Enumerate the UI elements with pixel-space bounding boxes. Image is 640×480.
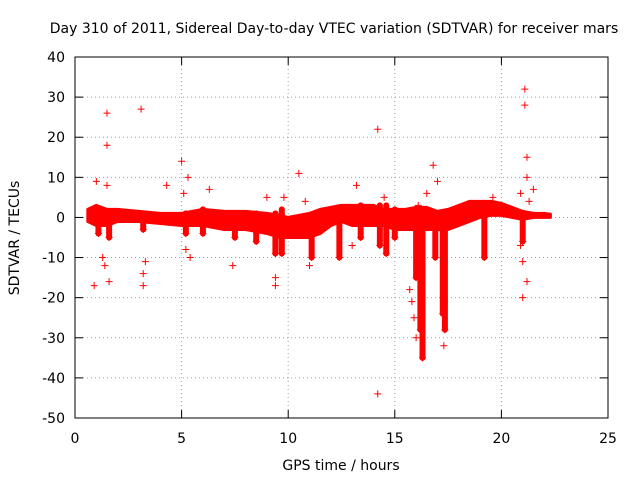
dip-end-point: [308, 254, 316, 262]
plot-frame: [74, 56, 609, 419]
outlier-point: [408, 298, 416, 306]
y-tick-label: -40: [42, 371, 65, 387]
outlier-point: [101, 262, 109, 270]
outlier-point: [92, 177, 100, 185]
x-tick-label: 15: [386, 431, 404, 447]
y-tick-label: -50: [42, 411, 65, 427]
outlier-point: [412, 334, 420, 342]
outlier-point: [423, 189, 431, 197]
chart-title: Day 310 of 2011, Sidereal Day-to-day VTE…: [50, 21, 618, 37]
dip-end-point: [182, 229, 190, 237]
outlier-point: [406, 286, 414, 294]
outlier-point: [521, 101, 529, 109]
outlier-point: [271, 274, 279, 282]
x-tick-label: 10: [279, 431, 297, 447]
dip-end-point: [480, 254, 488, 262]
dip-end-point: [278, 250, 286, 258]
outlier-point: [90, 282, 98, 290]
outlier-point: [295, 169, 303, 177]
outlier-point: [141, 258, 149, 266]
y-tick-label: -20: [42, 291, 65, 307]
outlier-point: [137, 105, 145, 113]
dip-end-point: [419, 354, 427, 362]
outlier-point: [519, 294, 527, 302]
dip-end-point: [139, 225, 147, 233]
dip-end-point: [391, 234, 399, 241]
outlier-point: [182, 246, 190, 254]
y-tick-label: 30: [47, 90, 65, 106]
outlier-point: [103, 109, 111, 117]
dip-end-point: [199, 229, 207, 237]
outlier-point: [519, 258, 527, 266]
outlier-point: [374, 125, 382, 133]
outlier-point: [103, 141, 111, 149]
outlier-point: [433, 177, 441, 185]
dip-end-point: [105, 234, 113, 241]
dip-end-point: [94, 229, 102, 237]
outlier-point: [229, 262, 237, 270]
outlier-point: [139, 270, 147, 278]
x-tick-label: 20: [492, 431, 510, 447]
y-tick-label: -10: [42, 251, 65, 267]
x-tick-label: 0: [71, 431, 80, 447]
outlier-point: [523, 153, 531, 161]
outlier-point: [280, 193, 288, 201]
sdtvar-band: [86, 199, 552, 239]
dip-end-point: [519, 238, 527, 246]
dip-end-point: [441, 326, 449, 334]
outlier-point: [414, 201, 422, 209]
outlier-point: [205, 185, 213, 193]
outlier-point: [529, 185, 537, 193]
outlier-point: [301, 197, 309, 205]
y-tick-label: 20: [47, 130, 65, 146]
y-tick-label: 0: [56, 210, 65, 226]
y-tick-label: 40: [47, 50, 65, 66]
outlier-point: [440, 342, 448, 350]
outlier-point: [263, 193, 271, 201]
axis-ticks: 0 5 10 15 20 25 40 30 20 10 0 -10 -20 -30 -40 -50: [42, 50, 617, 447]
outlier-point: [523, 173, 531, 181]
dip-end-point: [376, 242, 384, 250]
x-tick-label: 25: [599, 431, 617, 447]
outlier-point: [180, 189, 188, 197]
dip-end-point: [271, 250, 279, 258]
dip-end-point: [431, 254, 439, 262]
y-tick-label: 10: [47, 170, 65, 186]
dip-end-point: [382, 250, 390, 258]
outlier-point: [352, 181, 360, 189]
outlier-point: [380, 193, 388, 201]
outlier-point: [525, 197, 533, 205]
dip-end-point: [231, 234, 239, 241]
dip-end-point: [252, 238, 260, 246]
outlier-point: [517, 242, 525, 250]
dip-end-point: [357, 234, 365, 241]
y-axis-label: SDTVAR / TECUs: [7, 181, 23, 296]
outlier-point: [103, 181, 111, 189]
outlier-point: [374, 390, 382, 398]
outlier-point: [163, 181, 171, 189]
outlier-point: [429, 161, 437, 169]
outlier-point: [306, 262, 314, 270]
y-tick-label: -30: [42, 331, 65, 347]
outlier-point: [178, 157, 186, 165]
outlier-point: [523, 278, 531, 286]
data-points: [86, 85, 552, 398]
outlier-point: [489, 193, 497, 201]
outlier-point: [186, 254, 194, 262]
outlier-point: [271, 282, 279, 290]
outlier-point: [517, 189, 525, 197]
dip-end-point: [335, 254, 343, 262]
x-axis-label: GPS time / hours: [282, 458, 399, 474]
outlier-point: [521, 85, 529, 93]
outlier-point: [348, 242, 356, 250]
outlier-point: [139, 282, 147, 290]
outlier-point: [410, 314, 418, 322]
outlier-point: [184, 173, 192, 181]
outlier-point: [105, 278, 113, 286]
outlier-point: [99, 254, 107, 262]
x-tick-label: 5: [177, 431, 186, 447]
